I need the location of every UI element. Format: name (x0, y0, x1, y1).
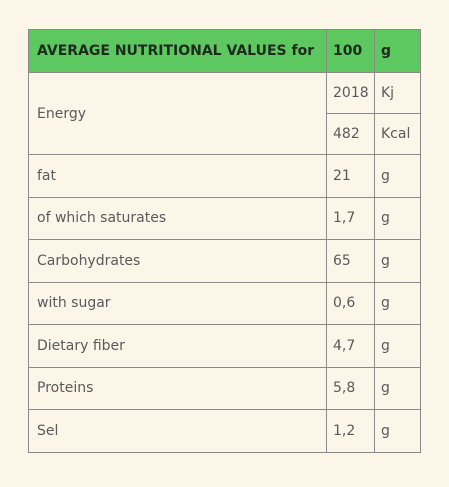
nutrient-label: Proteins (28, 366, 327, 410)
table-body: AVERAGE NUTRITIONAL VALUES for 100 g Energy… (28, 29, 421, 453)
unit-cell: Kcal (374, 113, 421, 155)
nutrient-label: with sugar (28, 281, 327, 325)
nutrient-label: Carbohydrates (28, 239, 327, 283)
value-cell: 65 (326, 239, 375, 283)
unit-cell: g (374, 239, 421, 283)
unit-cell: Kj (374, 72, 421, 114)
header-cell: g (374, 29, 421, 73)
value-cell: 0,6 (326, 281, 375, 325)
energy-label: Energy (28, 72, 327, 155)
energy-row: 482 Kcal (29, 113, 421, 155)
value-cell: 2018 (326, 72, 375, 114)
nutrient-row: fat 21 g (28, 154, 421, 198)
unit-cell: g (374, 366, 421, 410)
unit-cell: g (374, 281, 421, 325)
header-cell: 100 (326, 29, 375, 73)
nutrient-row: Sel 1,2 g (28, 409, 421, 453)
energy-row: Energy 2018 Kj (28, 72, 421, 155)
nutrient-row: Carbohydrates 65 g (28, 239, 421, 283)
nutrient-label: of which saturates (28, 196, 327, 240)
value-cell: 1,7 (326, 196, 375, 240)
nutrient-label: fat (28, 154, 327, 198)
value-cell: 21 (326, 154, 375, 198)
unit-cell: g (374, 409, 421, 453)
nutrient-row: Dietary fiber 4,7 g (28, 324, 421, 368)
unit-cell: g (374, 196, 421, 240)
header-cell: AVERAGE NUTRITIONAL VALUES for (28, 29, 327, 73)
value-cell: 482 (326, 113, 375, 155)
value-cell: 4,7 (326, 324, 375, 368)
unit-cell: g (374, 154, 421, 198)
nutrition-table: AVERAGE NUTRITIONAL VALUES for 100 g Energy… (28, 29, 421, 453)
header-row: AVERAGE NUTRITIONAL VALUES for 100 g (28, 29, 421, 73)
nutrient-row: of which saturates 1,7 g (28, 196, 421, 240)
nutrient-label: Sel (28, 409, 327, 453)
value-cell: 1,2 (326, 409, 375, 453)
nutrient-row: with sugar 0,6 g (28, 281, 421, 325)
nutrient-label: Dietary fiber (28, 324, 327, 368)
value-cell: 5,8 (326, 366, 375, 410)
unit-cell: g (374, 324, 421, 368)
nutrient-row: Proteins 5,8 g (28, 366, 421, 410)
